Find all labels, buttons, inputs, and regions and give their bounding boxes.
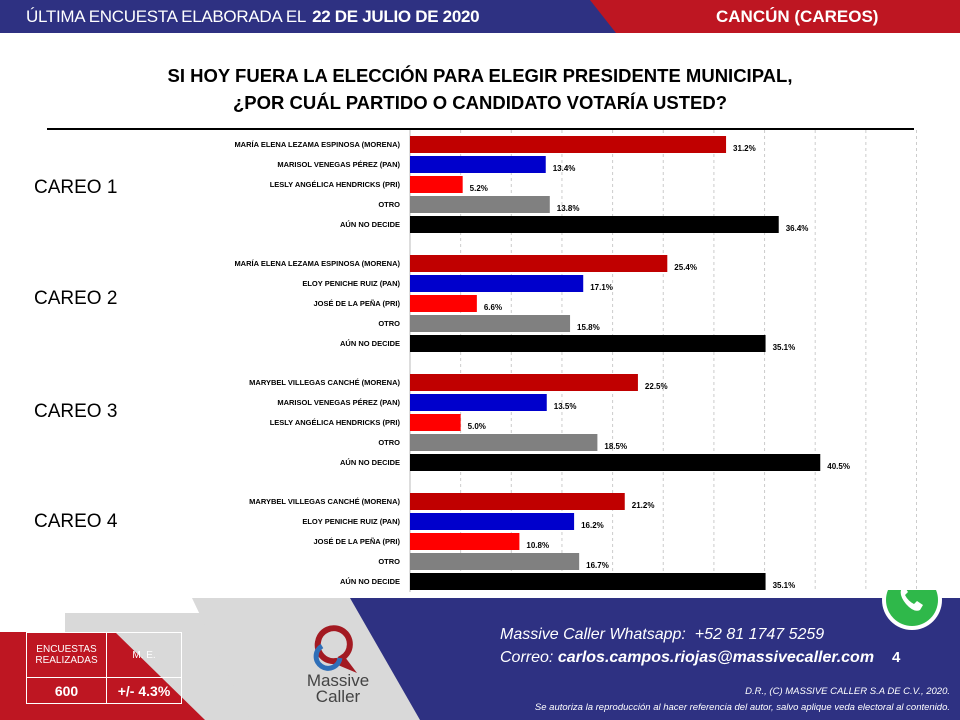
- data-label: 16.2%: [581, 521, 604, 530]
- category-label: OTRO: [378, 200, 400, 209]
- page-number: 4: [892, 649, 901, 666]
- category-label: MARYBEL VILLEGAS CANCHÉ (MORENA): [249, 497, 400, 506]
- data-label: 6.6%: [484, 303, 502, 312]
- bar: [410, 295, 477, 312]
- bar-chart: MARÍA ELENA LEZAMA ESPINOSA (MORENA) 31.2…: [234, 130, 917, 592]
- email-label: Correo:: [500, 649, 554, 666]
- logo-text: Massive Caller: [306, 671, 370, 706]
- category-label: ELOY PENICHE RUIZ (PAN): [302, 517, 400, 526]
- category-label: AÚN NO DECIDE: [340, 339, 400, 348]
- bar: [410, 374, 638, 391]
- data-label: 10.8%: [526, 541, 549, 550]
- header-bar: ÚLTIMA ENCUESTA ELABORADA EL 22 DE JULIO …: [0, 0, 960, 33]
- group-label: CAREO 3: [34, 401, 118, 422]
- bar: [410, 275, 584, 292]
- bar: [410, 315, 571, 332]
- category-label: AÚN NO DECIDE: [340, 458, 400, 467]
- surveys-value: 600: [26, 677, 107, 704]
- category-label: AÚN NO DECIDE: [340, 577, 400, 586]
- sample-info-table: ENCUESTAS REALIZADAS M. E. 600 +/- 4.3%: [26, 632, 182, 704]
- data-label: 35.1%: [773, 343, 796, 352]
- data-label: 21.2%: [632, 501, 655, 510]
- data-label: 5.0%: [468, 422, 486, 431]
- data-label: 18.5%: [604, 442, 627, 451]
- category-label: MARYBEL VILLEGAS CANCHÉ (MORENA): [249, 378, 400, 387]
- bar: [410, 335, 766, 352]
- bar: [410, 553, 580, 570]
- chart-title: SI HOY FUERA LA ELECCIÓN PARA ELEGIR PRE…: [0, 62, 960, 116]
- bar: [410, 573, 766, 590]
- survey-date: 22 DE JULIO DE 2020: [312, 7, 480, 26]
- title-line-1: SI HOY FUERA LA ELECCIÓN PARA ELEGIR PRE…: [167, 65, 793, 86]
- bar: [410, 176, 463, 193]
- whatsapp-line: Massive Caller Whatsapp: +52 81 1747 525…: [500, 626, 824, 644]
- header-red-band: [590, 0, 960, 33]
- bar: [410, 414, 461, 431]
- category-label: LESLY ANGÉLICA HENDRICKS (PRI): [270, 180, 401, 189]
- data-label: 13.8%: [557, 204, 580, 213]
- data-label: 13.4%: [553, 164, 576, 173]
- survey-date-label: ÚLTIMA ENCUESTA ELABORADA EL 22 DE JULIO …: [26, 7, 480, 27]
- group-label: CAREO 2: [34, 288, 118, 309]
- category-label: LESLY ANGÉLICA HENDRICKS (PRI): [270, 418, 401, 427]
- data-label: 25.4%: [674, 263, 697, 272]
- margin-error-value: +/- 4.3%: [106, 677, 182, 704]
- category-label: MARÍA ELENA LEZAMA ESPINOSA (MORENA): [234, 140, 400, 149]
- massive-caller-logo-icon: [313, 625, 357, 673]
- data-label: 17.1%: [590, 283, 613, 292]
- data-label: 31.2%: [733, 144, 756, 153]
- copyright: D.R., (C) MASSIVE CALLER S.A DE C.V., 20…: [745, 686, 950, 697]
- data-label: 22.5%: [645, 382, 668, 391]
- category-label: ELOY PENICHE RUIZ (PAN): [302, 279, 400, 288]
- bar: [410, 434, 598, 451]
- surveys-header: ENCUESTAS REALIZADAS: [26, 632, 107, 678]
- bar: [410, 513, 575, 530]
- whatsapp-icon: [882, 590, 942, 630]
- data-label: 36.4%: [786, 224, 809, 233]
- data-label: 40.5%: [827, 462, 850, 471]
- bar: [410, 533, 520, 550]
- bar: [410, 156, 546, 173]
- whatsapp-label: Massive Caller Whatsapp:: [500, 626, 686, 643]
- data-label: 15.8%: [577, 323, 600, 332]
- category-label: OTRO: [378, 319, 400, 328]
- group-label: CAREO 1: [34, 177, 118, 198]
- bar: [410, 216, 779, 233]
- email-link[interactable]: carlos.campos.riojas@massivecaller.com: [557, 649, 875, 666]
- category-label: MARISOL VENEGAS PÉREZ (PAN): [277, 398, 400, 407]
- bar: [410, 255, 668, 272]
- location-label: CANCÚN (CAREOS): [716, 7, 879, 26]
- bar: [410, 136, 727, 153]
- whatsapp-number: +52 81 1747 5259: [694, 626, 825, 643]
- bar: [410, 196, 550, 213]
- bar: [410, 493, 625, 510]
- group-label: CAREO 4: [34, 511, 118, 532]
- category-label: JOSÉ DE LA PEÑA (PRI): [313, 299, 400, 308]
- category-label: OTRO: [378, 557, 400, 566]
- data-label: 5.2%: [470, 184, 488, 193]
- category-label: JOSÉ DE LA PEÑA (PRI): [313, 537, 400, 546]
- margin-error-header: M. E.: [106, 632, 182, 678]
- category-label: OTRO: [378, 438, 400, 447]
- bar: [410, 394, 547, 411]
- disclaimer: Se autoriza la reproducción al hacer ref…: [534, 702, 950, 713]
- footer-blue-band: [350, 598, 960, 720]
- bar: [410, 454, 821, 471]
- data-label: 16.7%: [586, 561, 609, 570]
- title-line-2: ¿POR CUÁL PARTIDO O CANDIDATO VOTARÍA US…: [232, 92, 728, 113]
- survey-prefix: ÚLTIMA ENCUESTA ELABORADA EL: [26, 7, 307, 26]
- title-divider: [47, 128, 914, 130]
- data-label: 13.5%: [554, 402, 577, 411]
- category-label: AÚN NO DECIDE: [340, 220, 400, 229]
- category-label: MARISOL VENEGAS PÉREZ (PAN): [277, 160, 400, 169]
- category-label: MARÍA ELENA LEZAMA ESPINOSA (MORENA): [234, 259, 400, 268]
- data-label: 35.1%: [773, 581, 796, 590]
- email-line: Correo: carlos.campos.riojas@massivecall…: [500, 649, 874, 667]
